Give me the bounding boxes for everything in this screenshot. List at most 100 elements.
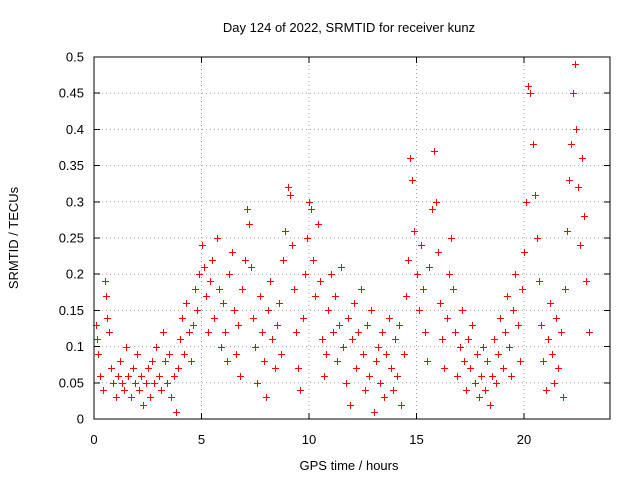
data-point: [489, 373, 496, 380]
data-point: [302, 271, 309, 278]
data-point: [409, 177, 416, 184]
data-point: [459, 307, 466, 314]
data-point: [543, 387, 550, 394]
data-point: [237, 373, 244, 380]
data-point: [534, 235, 541, 242]
data-point: [375, 344, 382, 351]
data-point: [360, 351, 367, 358]
data-point: [491, 336, 498, 343]
data-point: [549, 351, 556, 358]
data-point: [448, 235, 455, 242]
data-point: [97, 373, 104, 380]
data-point: [444, 315, 451, 322]
data-point: [358, 286, 365, 293]
data-point: [291, 286, 298, 293]
data-point: [121, 387, 128, 394]
data-point: [188, 358, 195, 365]
data-point: [108, 365, 115, 372]
data-point: [411, 228, 418, 235]
data-point: [504, 293, 511, 300]
data-point: [226, 271, 233, 278]
data-points: [93, 61, 593, 416]
data-point: [472, 380, 479, 387]
data-point: [102, 278, 109, 285]
data-point: [308, 206, 315, 213]
data-point: [149, 358, 156, 365]
data-point: [530, 141, 537, 148]
data-point: [205, 329, 212, 336]
data-point: [162, 358, 169, 365]
data-point: [173, 409, 180, 416]
data-point: [465, 336, 472, 343]
data-point: [551, 380, 558, 387]
data-point: [401, 351, 408, 358]
data-point: [276, 300, 283, 307]
data-point: [196, 271, 203, 278]
data-point: [231, 307, 238, 314]
data-point: [586, 329, 593, 336]
data-point: [151, 380, 158, 387]
y-tick-label: 0.2: [66, 267, 84, 282]
data-point: [201, 264, 208, 271]
data-point: [252, 344, 259, 351]
data-point: [229, 249, 236, 256]
data-point: [95, 351, 102, 358]
data-point: [222, 329, 229, 336]
x-tick-label: 15: [409, 432, 423, 447]
data-point: [164, 380, 171, 387]
data-point: [349, 336, 356, 343]
data-point: [293, 329, 300, 336]
data-point: [512, 271, 519, 278]
data-point: [218, 344, 225, 351]
data-point: [398, 402, 405, 409]
data-point: [433, 199, 440, 206]
data-point: [545, 336, 552, 343]
data-point: [330, 329, 337, 336]
data-point: [463, 387, 470, 394]
data-point: [497, 315, 504, 322]
data-point: [469, 322, 476, 329]
data-point: [420, 286, 427, 293]
data-point: [407, 155, 414, 162]
data-point: [536, 278, 543, 285]
data-point: [246, 221, 253, 228]
data-point: [125, 373, 132, 380]
x-axis-label: GPS time / hours: [300, 458, 399, 473]
data-point: [160, 329, 167, 336]
x-tick-label: 5: [198, 432, 205, 447]
data-point: [515, 322, 522, 329]
data-point: [487, 402, 494, 409]
data-point: [418, 242, 425, 249]
data-point: [547, 300, 554, 307]
data-point: [143, 380, 150, 387]
data-point: [560, 394, 567, 401]
data-point: [478, 373, 485, 380]
x-tick-label: 20: [517, 432, 531, 447]
data-point: [476, 394, 483, 401]
data-point: [103, 293, 110, 300]
y-tick-label: 0: [77, 412, 84, 427]
data-point: [145, 365, 152, 372]
data-point: [452, 329, 459, 336]
data-point: [517, 358, 524, 365]
data-point: [136, 387, 143, 394]
data-point: [353, 365, 360, 372]
axis-ticks: 0 0.05 0.1 0.15 0.2 0.25 0.3 0.35 0.4 0.45 0.5 0 5 10…: [59, 50, 610, 447]
data-point: [575, 184, 582, 191]
y-tick-label: 0.45: [59, 86, 84, 101]
data-point: [553, 315, 560, 322]
data-point: [233, 351, 240, 358]
data-point: [138, 373, 145, 380]
data-point: [558, 329, 565, 336]
data-point: [325, 307, 332, 314]
data-point: [347, 402, 354, 409]
data-point: [482, 387, 489, 394]
y-tick-label: 0.3: [66, 194, 84, 209]
data-point: [280, 257, 287, 264]
data-point: [446, 271, 453, 278]
data-point: [168, 394, 175, 401]
data-point: [261, 358, 268, 365]
data-point: [190, 322, 197, 329]
data-point: [115, 373, 122, 380]
